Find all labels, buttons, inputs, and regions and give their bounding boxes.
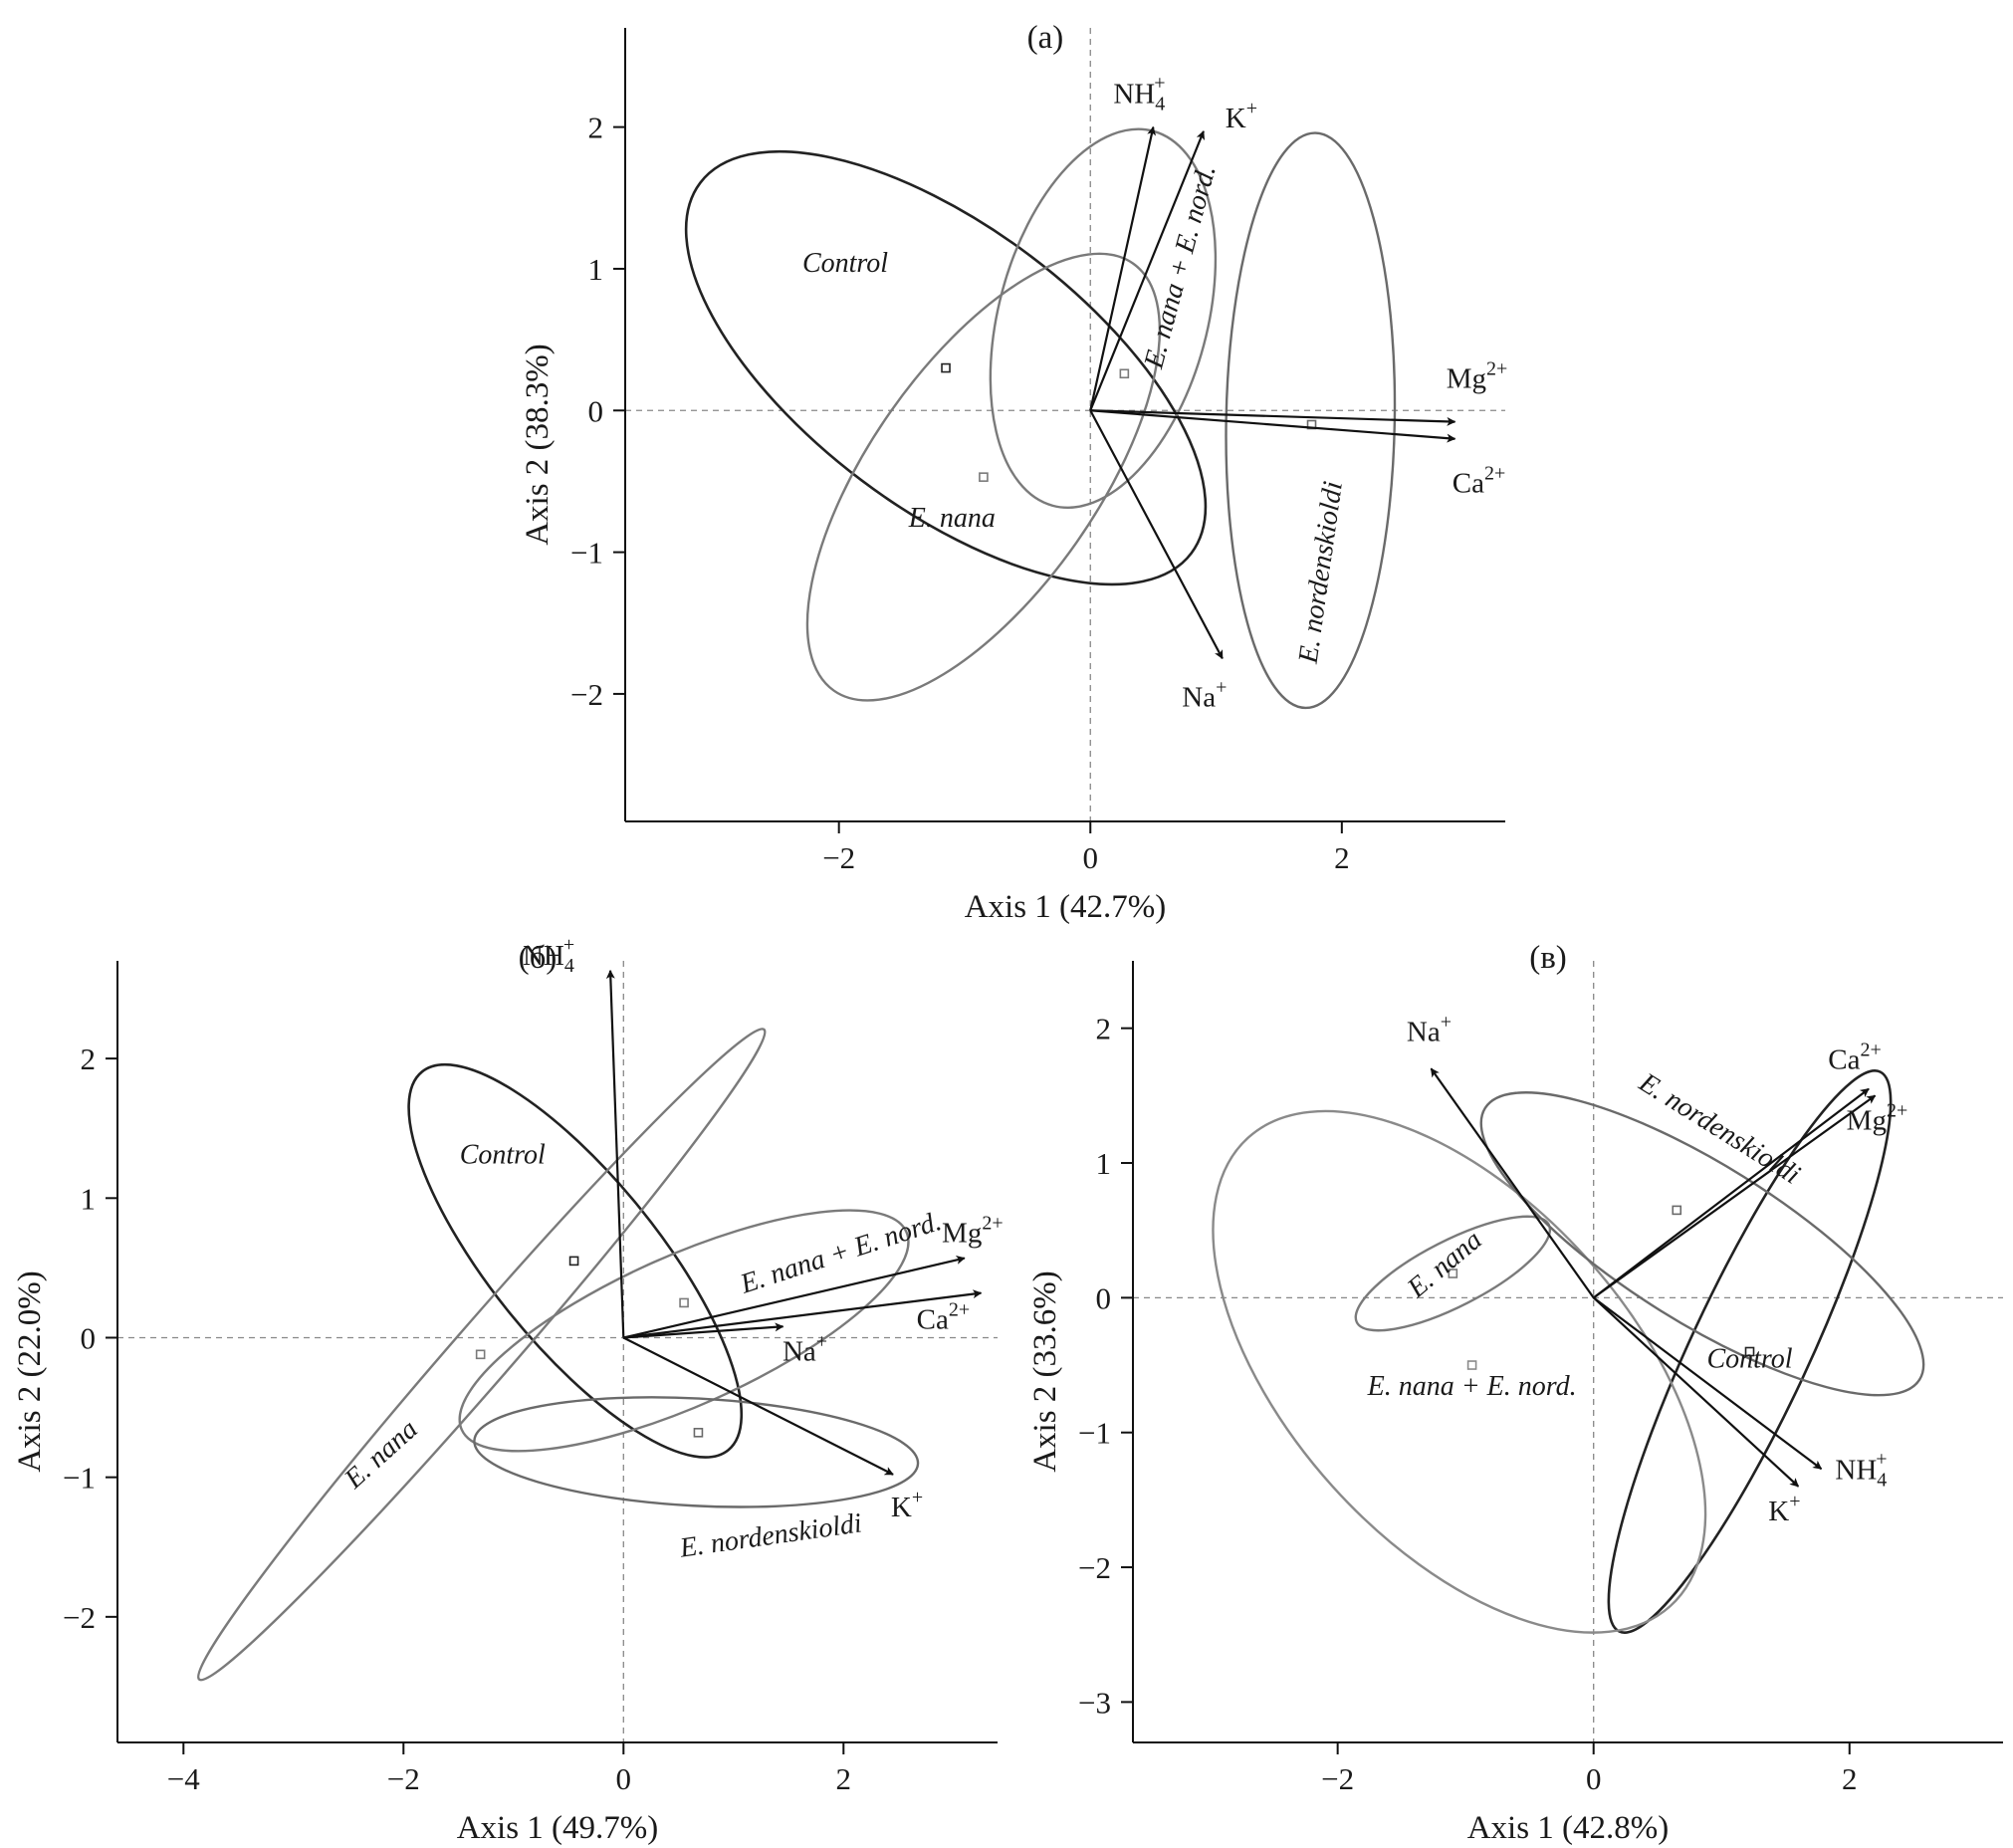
panel-v: (в) Control E. nana E. nana + E. nord. E. no… <box>1027 940 2003 1846</box>
vector-na <box>1430 1067 1595 1298</box>
y-tick-label: −1 <box>570 536 603 571</box>
x-axis-title: Axis 1 (42.8%) <box>1467 1810 1670 1846</box>
ellipse-e-nana <box>805 252 1162 702</box>
y-tick-label: −2 <box>63 1600 96 1635</box>
x-tick-label: 2 <box>1842 1761 1858 1796</box>
vector-k <box>1592 1296 1800 1488</box>
ellipse-control <box>407 1062 744 1459</box>
centroid-e-nana-e-nord <box>1466 1360 1477 1370</box>
vector-label-nh4: NH4+ <box>523 934 574 977</box>
group-label-control: Control <box>1706 1344 1792 1375</box>
centroid-control <box>568 1256 579 1267</box>
ellipse-e-nana <box>196 1028 767 1682</box>
vector-mg2 <box>623 1256 966 1339</box>
centroid-e-nana-e-nord <box>1119 368 1130 379</box>
vector-ca2 <box>1593 1087 1870 1299</box>
x-axis-title: Axis 1 (49.7%) <box>457 1810 659 1846</box>
vector-k <box>1089 130 1206 411</box>
panel-title-v: (в) <box>1529 940 1567 976</box>
group-label-control: Control <box>460 1139 546 1170</box>
x-tick-label: −2 <box>1321 1761 1354 1796</box>
centroid-e-nana <box>475 1349 486 1360</box>
vector-label-mg2: Mg2+ <box>1847 1099 1908 1136</box>
vector-label-nh4: NH4+ <box>1835 1448 1887 1491</box>
ellipse-e-nordenskioldi <box>473 1396 920 1508</box>
centroid-e-nana-e-nord <box>679 1297 689 1308</box>
y-tick-label: −1 <box>1078 1416 1111 1451</box>
vector-mg2 <box>1090 409 1456 426</box>
x-tick-label: −2 <box>822 840 855 875</box>
vector-nh4 <box>605 969 625 1338</box>
panel-title-b: (б) <box>519 940 558 976</box>
vector-nh4 <box>1089 125 1157 411</box>
x-tick-label: 0 <box>1083 840 1099 875</box>
vector-ca2 <box>1090 409 1456 443</box>
group-label-e-nordenskioldi: E. nordenskioldi <box>1292 479 1348 666</box>
y-tick-label: 1 <box>81 1181 97 1216</box>
y-tick-label: −2 <box>1078 1550 1111 1585</box>
vector-na <box>623 1322 784 1339</box>
vector-mg2 <box>1593 1094 1877 1299</box>
ellipse-e-nordenskioldi <box>1479 1091 1925 1397</box>
vector-label-na: Na+ <box>1407 1011 1452 1047</box>
ellipse-control <box>684 149 1208 586</box>
centroid-e-nordenskioldi <box>1672 1205 1682 1216</box>
x-axis-title: Axis 1 (42.7%) <box>965 889 1167 925</box>
y-tick-label: 1 <box>1096 1146 1112 1181</box>
centroid-e-nana <box>1448 1269 1458 1278</box>
y-tick-label: 0 <box>1096 1280 1112 1315</box>
y-tick-label: 2 <box>588 111 604 145</box>
vector-ca2 <box>623 1289 983 1339</box>
panel-title-a: (a) <box>1027 20 1064 56</box>
ellipse-e-nordenskioldi <box>1225 131 1397 710</box>
x-tick-label: 2 <box>836 1761 852 1796</box>
vector-nh4 <box>1593 1296 1823 1471</box>
y-tick-label: 2 <box>1096 1012 1112 1046</box>
y-tick-label: 1 <box>588 252 604 287</box>
y-tick-label: −3 <box>1078 1685 1111 1720</box>
centroid-control <box>1744 1346 1755 1357</box>
y-tick-label: 2 <box>81 1041 97 1076</box>
group-label-e-nana-e-nord: E. nana + E. nord. <box>1138 161 1223 372</box>
vector-label-na: Na+ <box>783 1330 827 1367</box>
y-axis-title: Axis 2 (33.6%) <box>1027 1270 1063 1473</box>
vector-na <box>1089 409 1224 660</box>
y-tick-label: −2 <box>570 677 603 712</box>
y-axis-title: Axis 2 (38.3%) <box>520 344 556 546</box>
group-label-e-nana-e-nord: E. nana + E. nord. <box>1367 1371 1577 1402</box>
vector-label-na: Na+ <box>1182 676 1227 713</box>
centroid-e-nana <box>979 472 989 482</box>
centroid-e-nordenskioldi <box>693 1428 704 1438</box>
panel-a: (a) Control E. nana E. nana + E. nord. E. no… <box>520 20 1507 925</box>
group-label-e-nordenskioldi: E. nordenskioldi <box>1633 1066 1805 1190</box>
vector-label-ca2: Ca2+ <box>917 1299 971 1336</box>
x-tick-label: 2 <box>1334 840 1350 875</box>
group-label-e-nana: E. nana <box>908 503 996 534</box>
vector-label-mg2: Mg2+ <box>942 1213 1004 1250</box>
vector-label-ca2: Ca2+ <box>1453 463 1506 500</box>
vector-label-nh4: NH4+ <box>1113 73 1165 116</box>
vector-label-mg2: Mg2+ <box>1447 358 1508 395</box>
vector-k <box>622 1336 894 1476</box>
x-tick-label: 0 <box>1586 1761 1602 1796</box>
vector-label-ca2: Ca2+ <box>1828 1040 1882 1076</box>
group-label-e-nana: E. nana <box>1401 1225 1487 1304</box>
y-tick-label: 0 <box>588 393 604 428</box>
y-tick-label: −1 <box>63 1461 96 1496</box>
vector-label-k: K+ <box>1768 1491 1800 1527</box>
x-tick-label: −4 <box>167 1761 200 1796</box>
centroid-control <box>941 362 951 373</box>
group-label-control: Control <box>802 248 888 279</box>
y-tick-label: 0 <box>81 1320 97 1355</box>
group-label-e-nordenskioldi: E. nordenskioldi <box>677 1507 864 1563</box>
vector-label-k: K+ <box>1226 98 1257 134</box>
vector-label-k: K+ <box>891 1487 923 1523</box>
x-tick-label: −2 <box>387 1761 420 1796</box>
y-axis-title: Axis 2 (22.0%) <box>12 1270 48 1473</box>
x-tick-label: 0 <box>616 1761 632 1796</box>
